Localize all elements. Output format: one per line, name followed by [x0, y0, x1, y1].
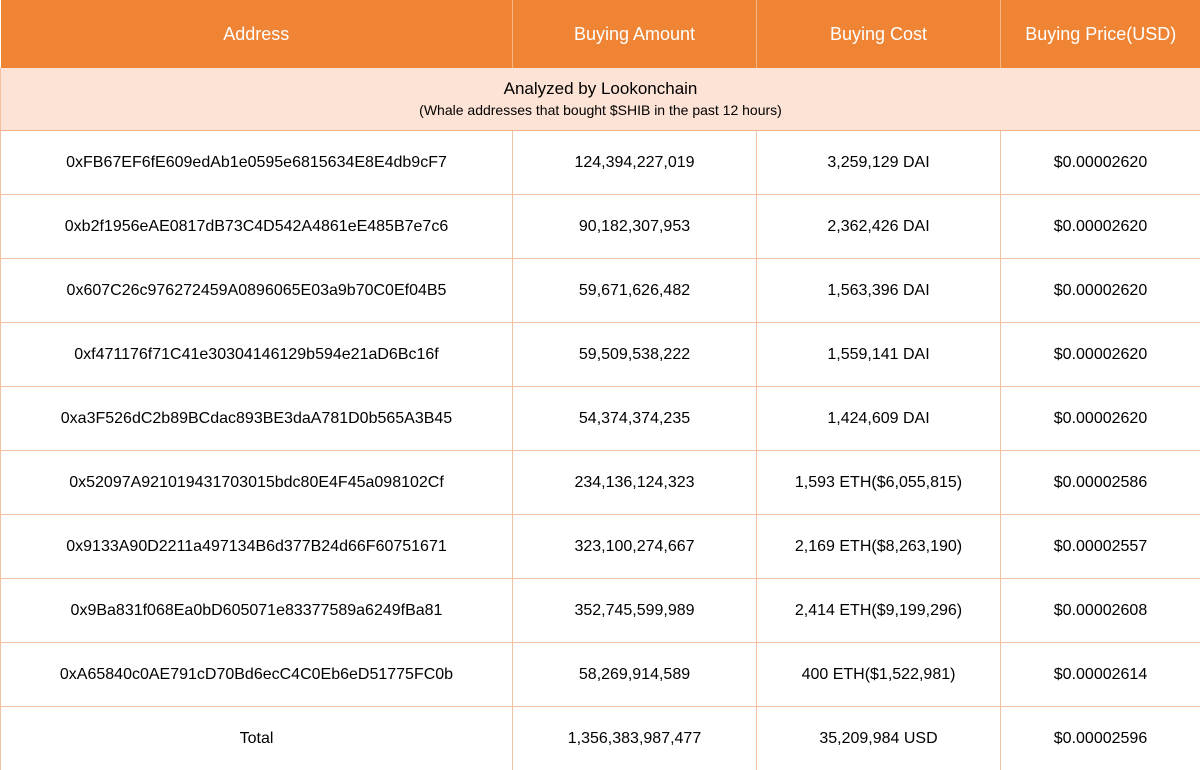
table-row: 0x52097A921019431703015bdc80E4F45a098102…	[1, 451, 1200, 515]
price-cell: $0.00002586	[1001, 451, 1200, 515]
table-row: 0xf471176f71C41e30304146129b594e21aD6Bc1…	[1, 323, 1200, 387]
amount-cell: 352,745,599,989	[513, 579, 757, 643]
address-cell: 0x607C26c976272459A0896065E03a9b70C0Ef04…	[1, 259, 513, 323]
cost-cell: 2,169 ETH($8,263,190)	[757, 515, 1001, 579]
table-row: 0xa3F526dC2b89BCdac893BE3daA781D0b565A3B…	[1, 387, 1200, 451]
price-cell: $0.00002620	[1001, 323, 1200, 387]
cost-cell: 1,424,609 DAI	[757, 387, 1001, 451]
total-cost: 35,209,984 USD	[757, 707, 1001, 770]
cost-cell: 2,362,426 DAI	[757, 195, 1001, 259]
cost-cell: 3,259,129 DAI	[757, 131, 1001, 195]
table-row: 0xb2f1956eAE0817dB73C4D542A4861eE485B7e7…	[1, 195, 1200, 259]
address-cell: 0x9Ba831f068Ea0bD605071e83377589a6249fBa…	[1, 579, 513, 643]
amount-cell: 124,394,227,019	[513, 131, 757, 195]
subtitle-cell: Analyzed by Lookonchain (Whale addresses…	[1, 68, 1200, 131]
price-cell: $0.00002620	[1001, 195, 1200, 259]
column-header-buying-price: Buying Price(USD)	[1001, 0, 1200, 68]
address-cell: 0xa3F526dC2b89BCdac893BE3daA781D0b565A3B…	[1, 387, 513, 451]
column-header-buying-amount: Buying Amount	[513, 0, 757, 68]
cost-cell: 1,563,396 DAI	[757, 259, 1001, 323]
table-row: 0x607C26c976272459A0896065E03a9b70C0Ef04…	[1, 259, 1200, 323]
amount-cell: 58,269,914,589	[513, 643, 757, 707]
price-cell: $0.00002614	[1001, 643, 1200, 707]
total-price: $0.00002596	[1001, 707, 1200, 770]
total-amount: 1,356,383,987,477	[513, 707, 757, 770]
total-row: Total 1,356,383,987,477 35,209,984 USD $…	[1, 707, 1200, 770]
table-row: 0xA65840c0AE791cD70Bd6ecC4C0Eb6eD51775FC…	[1, 643, 1200, 707]
address-cell: 0xFB67EF6fE609edAb1e0595e6815634E8E4db9c…	[1, 131, 513, 195]
price-cell: $0.00002620	[1001, 259, 1200, 323]
address-cell: 0x9133A90D2211a497134B6d377B24d66F607516…	[1, 515, 513, 579]
price-cell: $0.00002620	[1001, 131, 1200, 195]
price-cell: $0.00002620	[1001, 387, 1200, 451]
price-cell: $0.00002608	[1001, 579, 1200, 643]
address-cell: 0xA65840c0AE791cD70Bd6ecC4C0Eb6eD51775FC…	[1, 643, 513, 707]
column-header-address: Address	[1, 0, 513, 68]
address-cell: 0xb2f1956eAE0817dB73C4D542A4861eE485B7e7…	[1, 195, 513, 259]
table-row: 0xFB67EF6fE609edAb1e0595e6815634E8E4db9c…	[1, 131, 1200, 195]
price-cell: $0.00002557	[1001, 515, 1200, 579]
amount-cell: 59,671,626,482	[513, 259, 757, 323]
subtitle-row: Analyzed by Lookonchain (Whale addresses…	[1, 68, 1200, 131]
amount-cell: 90,182,307,953	[513, 195, 757, 259]
column-header-buying-cost: Buying Cost	[757, 0, 1001, 68]
table-row: 0x9Ba831f068Ea0bD605071e83377589a6249fBa…	[1, 579, 1200, 643]
cost-cell: 2,414 ETH($9,199,296)	[757, 579, 1001, 643]
address-cell: 0x52097A921019431703015bdc80E4F45a098102…	[1, 451, 513, 515]
cost-cell: 400 ETH($1,522,981)	[757, 643, 1001, 707]
subtitle-note: (Whale addresses that bought $SHIB in th…	[1, 100, 1200, 120]
total-label: Total	[1, 707, 513, 770]
amount-cell: 234,136,124,323	[513, 451, 757, 515]
address-cell: 0xf471176f71C41e30304146129b594e21aD6Bc1…	[1, 323, 513, 387]
header-row: Address Buying Amount Buying Cost Buying…	[1, 0, 1200, 68]
amount-cell: 323,100,274,667	[513, 515, 757, 579]
amount-cell: 59,509,538,222	[513, 323, 757, 387]
cost-cell: 1,593 ETH($6,055,815)	[757, 451, 1001, 515]
subtitle-title: Analyzed by Lookonchain	[1, 78, 1200, 100]
amount-cell: 54,374,374,235	[513, 387, 757, 451]
cost-cell: 1,559,141 DAI	[757, 323, 1001, 387]
table-row: 0x9133A90D2211a497134B6d377B24d66F607516…	[1, 515, 1200, 579]
